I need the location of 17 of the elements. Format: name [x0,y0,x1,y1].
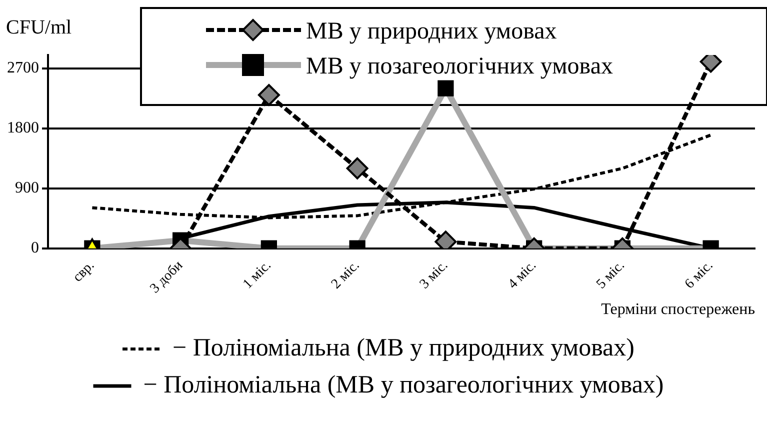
x-tick-label: 4 міс. [506,258,540,292]
legend-label: МВ у позагеологічних умовах [306,53,613,80]
y-tick-label: 1800 [7,120,39,137]
y-tick-label: 0 [31,240,39,257]
x-tick-label: свр. [70,258,98,286]
x-tick-label: 1 міс. [240,258,274,292]
x-tick-label: 5 міс. [594,258,628,292]
x-tick-label: 2 міс. [328,258,363,292]
text: − Поліноміальна (МВ у природних умовах) [172,334,634,362]
x-axis-title: Терміни спостережень [601,301,755,318]
y-tick-label: 900 [15,180,39,197]
x-tick-label: 3 міс. [417,258,452,292]
y-axis-title: CFU/ml [6,16,72,38]
text: − Поліноміальна (МВ у позагеологічних умовах) [143,372,664,399]
x-tick-label: 6 міс. [682,258,716,292]
y-tick-label: 2700 [7,60,39,77]
legend-label: МВ у природних умовах [306,18,557,44]
